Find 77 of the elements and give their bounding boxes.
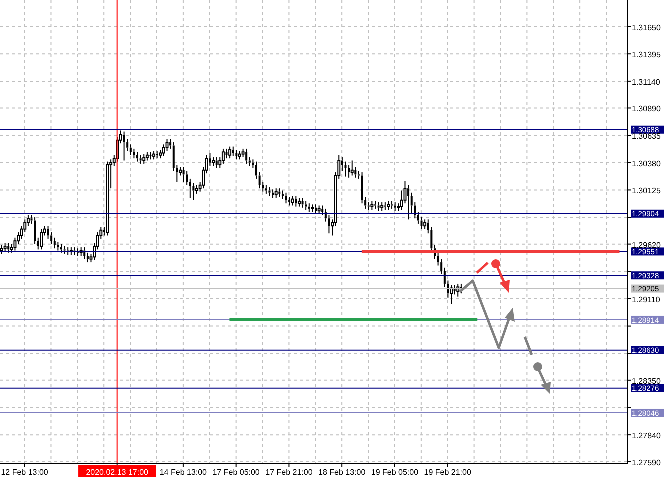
candlestick	[123, 131, 126, 162]
candlestick	[298, 198, 301, 208]
candlestick	[256, 161, 258, 180]
y-tick-label: 1.29620	[632, 240, 662, 250]
x-tick-label: 12 Feb 13:00	[1, 468, 49, 477]
y-tick-label: 1.30125	[632, 186, 662, 196]
x-tick-label: 18 Feb 13:00	[318, 468, 366, 477]
candlestick	[86, 252, 89, 264]
candlestick	[348, 164, 350, 178]
candlestick	[209, 152, 212, 167]
candlestick	[394, 202, 396, 212]
y-tick-label: 1.30380	[632, 159, 662, 168]
candlestick	[136, 152, 139, 162]
candlestick	[133, 148, 136, 160]
y-tick-label: 1.27840	[632, 432, 662, 441]
candlestick	[246, 148, 248, 164]
candlestick	[17, 232, 20, 245]
candlestick	[341, 157, 344, 172]
y-tick-label: 1.27590	[632, 458, 662, 468]
candlestick	[189, 178, 192, 199]
candlestick	[278, 188, 281, 198]
y-tick-label: 1.30890	[632, 104, 662, 114]
candlestick	[47, 226, 50, 240]
candlestick	[216, 157, 218, 169]
y-tick-label: 1.28350	[632, 376, 662, 386]
candlestick	[424, 219, 427, 230]
candlestick	[285, 192, 288, 204]
candlestick	[54, 237, 56, 250]
x-tick-label: 14 Feb 13:00	[160, 468, 208, 477]
x-tick-label: 17 Feb 21:00	[266, 468, 314, 477]
candlestick	[226, 148, 228, 160]
candlestick	[130, 144, 132, 156]
candlestick	[265, 184, 268, 194]
candlestick	[308, 203, 310, 213]
candlestick	[354, 166, 357, 178]
candlestick	[344, 161, 347, 178]
candlestick	[50, 232, 53, 245]
candlestick	[268, 187, 271, 197]
candlestick	[236, 150, 238, 160]
y-tick-label: 1.29110	[632, 295, 661, 304]
candlestick	[410, 192, 413, 215]
candlestick	[182, 166, 185, 183]
candlestick	[384, 202, 386, 211]
candlestick	[408, 184, 410, 220]
candlestick	[162, 144, 166, 157]
candlestick	[57, 242, 60, 252]
candlestick	[361, 172, 364, 204]
candlestick	[420, 217, 423, 230]
y-tick-label: 1.31650	[632, 23, 662, 32]
candlestick	[186, 170, 188, 186]
x-tick-label: 17 Feb 05:00	[212, 468, 260, 477]
y-tick-label: 1.30635	[632, 132, 662, 142]
candlestick	[302, 198, 304, 208]
x-tick-label: 2020.02.13 17:00	[86, 468, 150, 477]
candlestick	[248, 157, 251, 167]
candlestick	[378, 202, 380, 212]
y-tick-label: 1.31140	[632, 78, 661, 87]
candlestick	[440, 258, 443, 275]
candlestick	[232, 146, 234, 157]
candlestick	[192, 182, 195, 201]
candlestick	[30, 214, 33, 224]
candlestick	[305, 200, 308, 211]
x-tick-label: 19 Feb 21:00	[424, 468, 472, 477]
candlestick	[282, 190, 284, 200]
candlestick	[328, 214, 330, 234]
candlestick	[368, 202, 370, 211]
candlestick	[140, 154, 142, 164]
candlestick	[34, 217, 36, 245]
candlestick	[295, 196, 298, 208]
candlestick	[170, 138, 172, 150]
candlestick	[172, 142, 175, 172]
y-tick-label: 1.31395	[632, 50, 662, 60]
candlestick	[288, 196, 291, 206]
x-tick-label: 19 Feb 05:00	[371, 468, 420, 477]
candlestick	[252, 159, 254, 169]
candlestick	[272, 189, 274, 199]
candlestick	[258, 172, 261, 190]
